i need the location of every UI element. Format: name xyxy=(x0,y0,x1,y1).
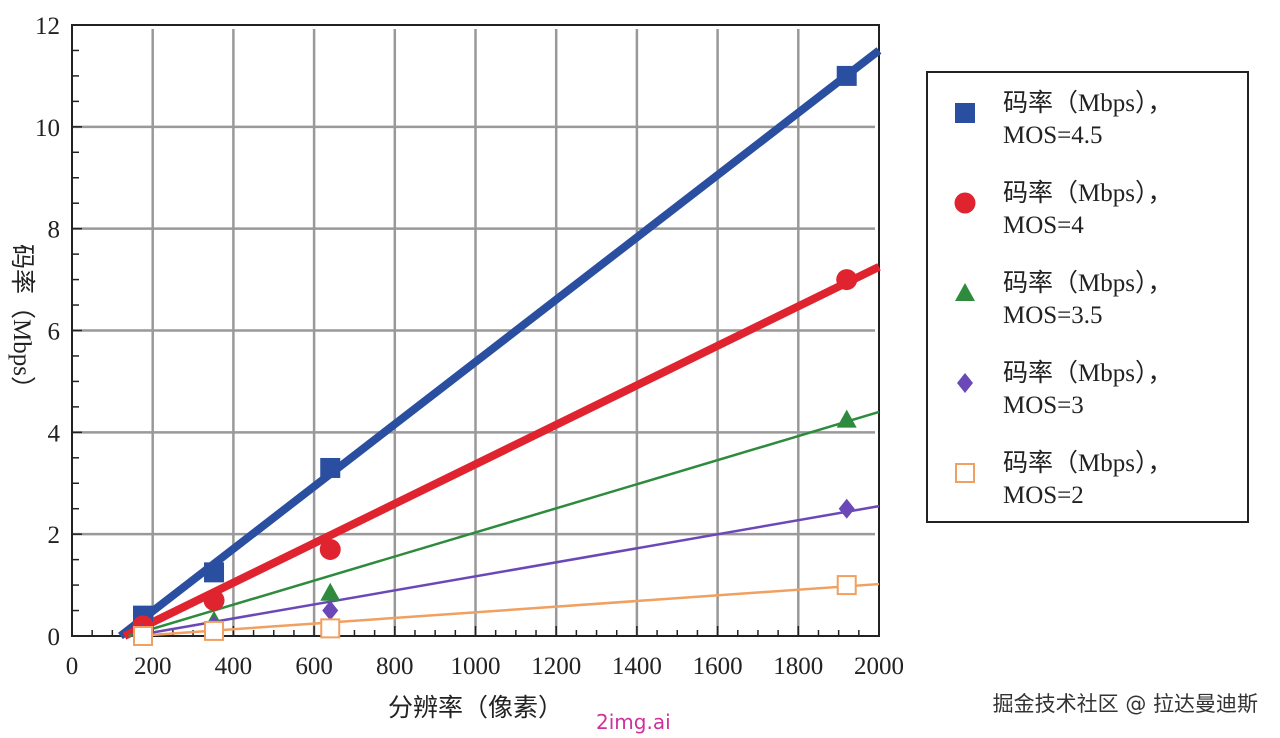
data-point xyxy=(204,562,225,583)
data-point xyxy=(203,589,225,611)
legend-label-mos: MOS=2 xyxy=(1003,482,1084,509)
x-axis-label: 分辨率（像素） xyxy=(388,694,563,722)
legend-label: 码率（Mbps）， xyxy=(1003,449,1172,477)
legend-label: 码率（Mbps）， xyxy=(1003,359,1172,387)
legend-marker xyxy=(954,192,976,214)
data-point xyxy=(320,582,341,601)
legend-label-mos: MOS=3 xyxy=(1003,392,1084,419)
x-tick-label: 1400 xyxy=(612,653,662,680)
legend-marker xyxy=(955,463,975,483)
data-point xyxy=(320,618,341,639)
data-point xyxy=(204,620,225,641)
data-point xyxy=(836,409,857,428)
data-point xyxy=(836,65,857,86)
watermark-text: 掘金技术社区 @ 拉达曼迪斯 xyxy=(992,692,1258,716)
legend-label-mos: MOS=4 xyxy=(1003,212,1084,239)
y-tick-label: 12 xyxy=(35,13,60,40)
x-tick-label: 0 xyxy=(66,653,79,680)
x-tick-label: 600 xyxy=(295,653,333,680)
fit-line xyxy=(117,47,882,640)
y-tick-label: 0 xyxy=(48,624,61,651)
x-tick-label: 1600 xyxy=(693,653,743,680)
legend-label-mos: MOS=3.5 xyxy=(1003,302,1103,329)
legend-label: 码率（Mbps）， xyxy=(1003,269,1172,297)
data-point xyxy=(320,457,341,478)
legend-marker xyxy=(957,373,973,393)
fit-line xyxy=(128,410,880,638)
data-point xyxy=(836,575,857,596)
x-tick-label: 200 xyxy=(134,653,172,680)
x-tick-label: 1000 xyxy=(451,653,501,680)
y-tick-label: 8 xyxy=(48,217,61,244)
y-tick-label: 4 xyxy=(48,420,61,447)
fit-line xyxy=(136,582,880,638)
data-point xyxy=(836,269,858,291)
x-tick-label: 2000 xyxy=(854,653,904,680)
legend-label: 码率（Mbps）， xyxy=(1003,179,1172,207)
data-point xyxy=(322,600,339,621)
legend-marker xyxy=(955,283,975,301)
x-tick-label: 1800 xyxy=(773,653,823,680)
legend-box xyxy=(926,71,1249,523)
x-tick-label: 400 xyxy=(215,653,253,680)
y-tick-label: 6 xyxy=(48,319,61,346)
y-axis-label: 码率（Mbps） xyxy=(8,244,36,401)
data-point xyxy=(838,498,855,519)
data-point xyxy=(133,626,154,646)
fit-line xyxy=(132,504,880,638)
y-tick-label: 2 xyxy=(48,522,61,549)
x-tick-label: 800 xyxy=(376,653,414,680)
y-tick-label: 10 xyxy=(35,115,60,142)
fit-line xyxy=(122,263,881,640)
data-point xyxy=(319,538,341,560)
legend-label-mos: MOS=4.5 xyxy=(1003,122,1103,149)
legend-marker xyxy=(955,103,975,123)
legend-label: 码率（Mbps）， xyxy=(1003,89,1172,117)
watermark-site: 2img.ai xyxy=(596,710,671,734)
x-tick-label: 1200 xyxy=(531,653,581,680)
